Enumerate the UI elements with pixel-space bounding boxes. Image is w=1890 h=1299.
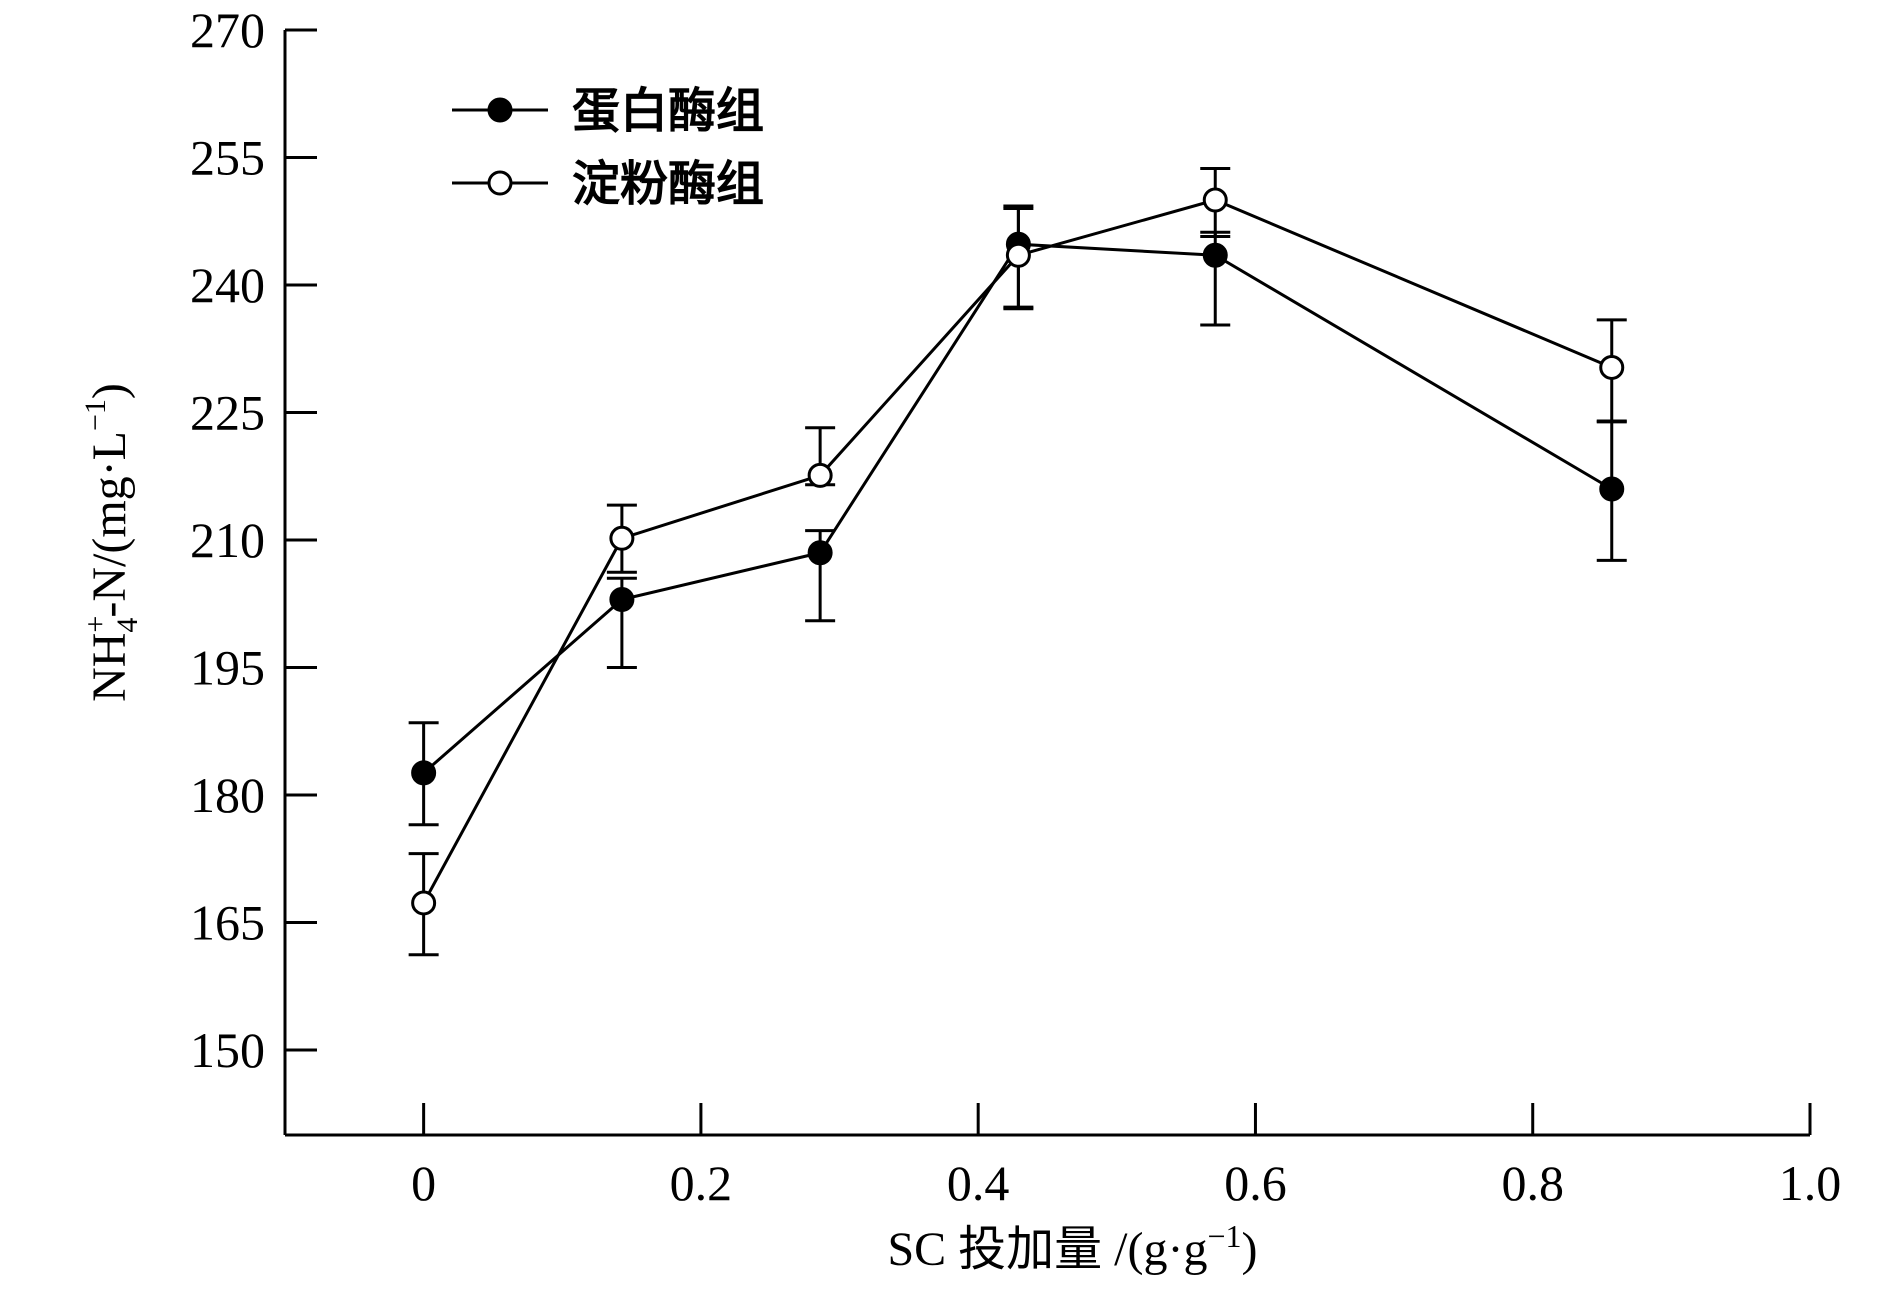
legend-label: 蛋白酶组 — [572, 83, 764, 139]
y-tick-label: 255 — [190, 130, 265, 186]
data-point-filled — [609, 587, 635, 612]
x-tick-label: 0 — [411, 1155, 436, 1211]
series-layer — [408, 167, 1627, 957]
y-axis-label-mid: -N/(mg·L — [83, 431, 136, 618]
data-point-filled — [807, 540, 833, 566]
data-point-filled — [1599, 476, 1625, 502]
series-1 — [408, 207, 1627, 827]
data-point-open — [1599, 354, 1625, 380]
y-tick-label: 225 — [190, 385, 265, 441]
legend-item-2: 淀粉酶组 — [452, 156, 764, 212]
y-tick-label: 150 — [190, 1022, 265, 1078]
x-axis-label-sup: −1 — [1208, 1218, 1242, 1254]
axis-labels: SC 投加量 /(g·g−1) NH+4-N/(mg·L−1) — [79, 383, 1258, 1276]
x-tick-label: 0.6 — [1224, 1155, 1287, 1211]
data-point-open — [609, 525, 635, 551]
y-axis-label-end: ) — [83, 383, 136, 399]
x-axis-label-end: ) — [1242, 1223, 1258, 1276]
y-axis-label-sup2: −1 — [79, 399, 112, 431]
legend-label: 淀粉酶组 — [572, 156, 764, 212]
x-axis-label: SC 投加量 /(g·g−1) — [887, 1218, 1257, 1276]
y-tick-label: 240 — [190, 257, 265, 313]
legend-item-1: 蛋白酶组 — [452, 83, 764, 139]
data-point-open — [411, 890, 437, 916]
y-tick-label: 165 — [190, 895, 265, 951]
y-tick-label: 210 — [190, 512, 265, 568]
y-tick-label: 180 — [190, 767, 265, 823]
x-tick-label: 1.0 — [1779, 1155, 1842, 1211]
x-axis-label-main: SC 投加量 /(g·g — [887, 1223, 1207, 1276]
legend-marker — [487, 170, 513, 196]
y-tick-label: 270 — [190, 2, 265, 58]
data-point-filled — [1202, 242, 1228, 268]
x-tick-label: 0.8 — [1501, 1155, 1564, 1211]
data-point-open — [807, 462, 833, 488]
series-2 — [408, 167, 1627, 957]
legend-marker — [487, 97, 513, 123]
axes: 150 165 180 195 210 225 240 255 270 0 0.2 0.4 0.6 0.8… — [190, 2, 1841, 1211]
y-axis-label-pre: NH — [83, 633, 136, 702]
y-axis-label-sup: + — [79, 616, 112, 633]
y-axis-label-sub: 4 — [111, 618, 144, 633]
x-tick-label: 0.4 — [947, 1155, 1010, 1211]
y-tick-label: 195 — [190, 640, 265, 696]
x-tick-label: 0.2 — [670, 1155, 733, 1211]
data-point-filled — [411, 760, 437, 786]
y-axis-label: NH+4-N/(mg·L−1) — [79, 383, 144, 702]
series-line — [422, 242, 1613, 775]
series-line — [422, 198, 1613, 904]
data-point-open — [1202, 187, 1228, 213]
data-point-open — [1005, 242, 1031, 268]
